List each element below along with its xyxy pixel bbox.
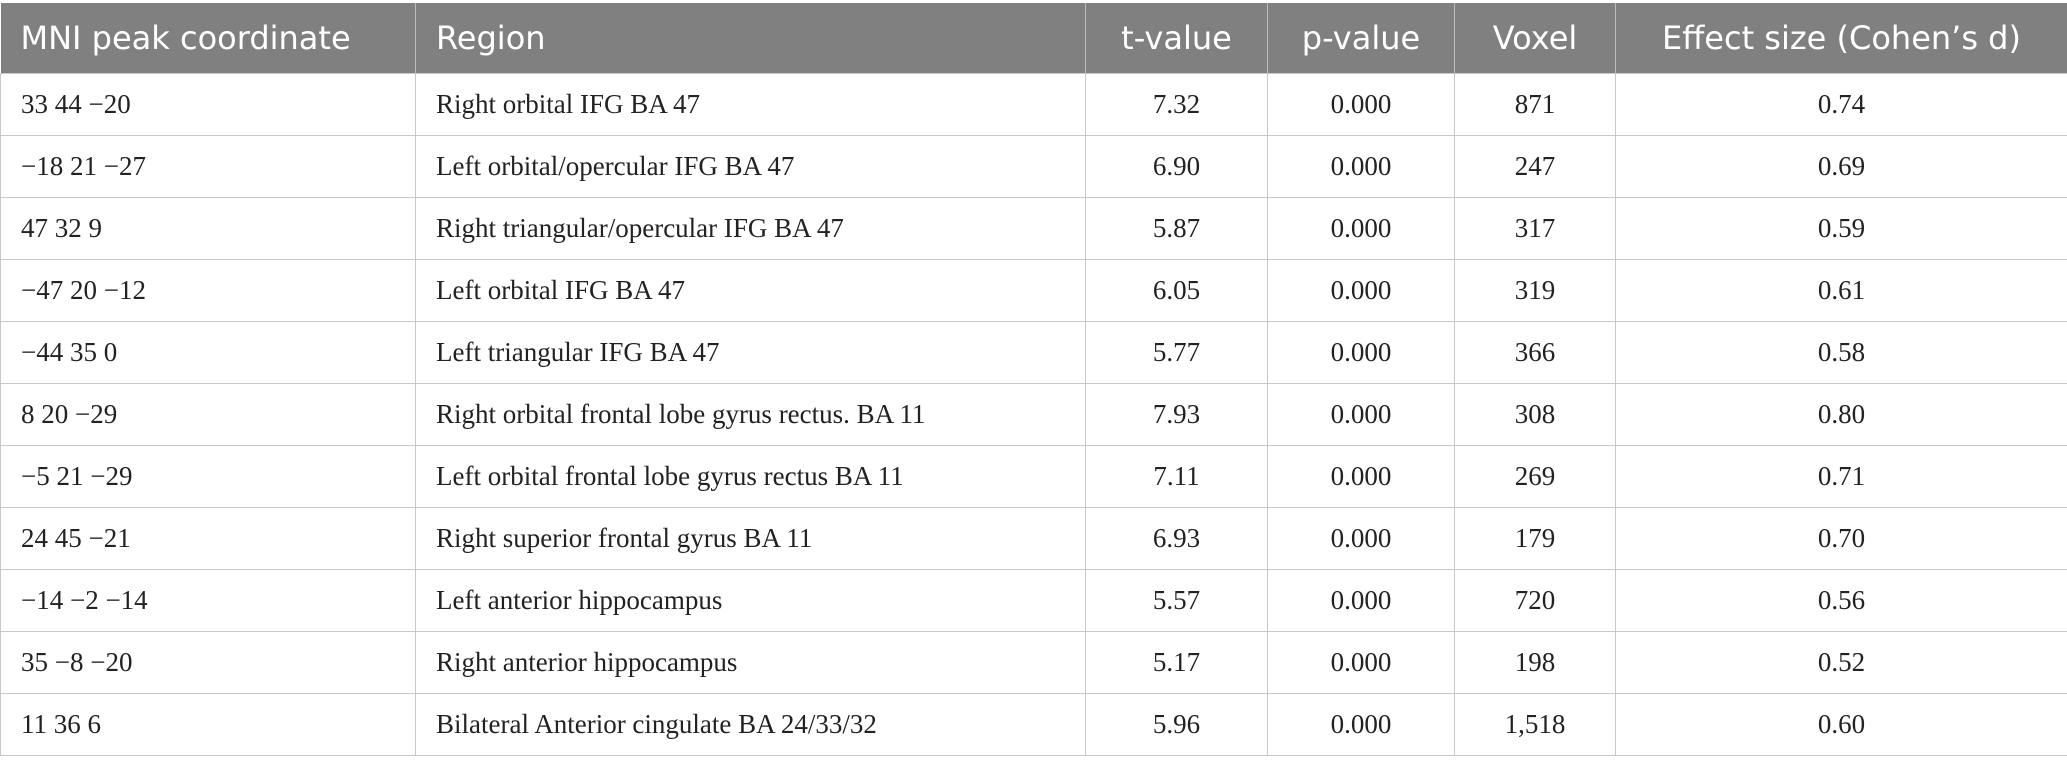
table-cell: −47 20 −12 (1, 260, 416, 322)
column-header: Voxel (1455, 3, 1616, 74)
table-cell: 5.77 (1086, 322, 1268, 384)
table-cell: 0.80 (1616, 384, 2067, 446)
table-cell: 0.000 (1268, 570, 1455, 632)
table-cell: 317 (1455, 198, 1616, 260)
table-cell: 179 (1455, 508, 1616, 570)
table-cell: 720 (1455, 570, 1616, 632)
table-cell: 0.000 (1268, 322, 1455, 384)
table-cell: Right orbital IFG BA 47 (416, 74, 1086, 136)
table-cell: 0.60 (1616, 694, 2067, 756)
table-cell: 7.11 (1086, 446, 1268, 508)
table-cell: 5.87 (1086, 198, 1268, 260)
table-cell: 0.70 (1616, 508, 2067, 570)
table-cell: 11 36 6 (1, 694, 416, 756)
table-cell: 47 32 9 (1, 198, 416, 260)
table-cell: 1,518 (1455, 694, 1616, 756)
table-cell: Bilateral Anterior cingulate BA 24/33/32 (416, 694, 1086, 756)
table-cell: Left anterior hippocampus (416, 570, 1086, 632)
table-cell: 7.93 (1086, 384, 1268, 446)
table-cell: 5.57 (1086, 570, 1268, 632)
table-cell: 247 (1455, 136, 1616, 198)
table-cell: Left orbital/opercular IFG BA 47 (416, 136, 1086, 198)
table-cell: 5.17 (1086, 632, 1268, 694)
column-header: p-value (1268, 3, 1455, 74)
table-cell: 0.59 (1616, 198, 2067, 260)
table-cell: 0.71 (1616, 446, 2067, 508)
table-cell: −18 21 −27 (1, 136, 416, 198)
table-cell: 0.000 (1268, 446, 1455, 508)
table-cell: 0.000 (1268, 74, 1455, 136)
table-cell: 6.93 (1086, 508, 1268, 570)
table-cell: 198 (1455, 632, 1616, 694)
table-cell: 319 (1455, 260, 1616, 322)
table-cell: 8 20 −29 (1, 384, 416, 446)
table-cell: Right anterior hippocampus (416, 632, 1086, 694)
table-cell: 0.000 (1268, 260, 1455, 322)
table-cell: 33 44 −20 (1, 74, 416, 136)
column-header: MNI peak coordinate (1, 3, 416, 74)
table-cell: 0.61 (1616, 260, 2067, 322)
column-header: t-value (1086, 3, 1268, 74)
table-cell: 7.32 (1086, 74, 1268, 136)
table-cell: 0.000 (1268, 136, 1455, 198)
table-cell: 366 (1455, 322, 1616, 384)
table-cell: −44 35 0 (1, 322, 416, 384)
table-cell: Right triangular/opercular IFG BA 47 (416, 198, 1086, 260)
table-cell: 269 (1455, 446, 1616, 508)
table-cell: 0.56 (1616, 570, 2067, 632)
table-cell: Right superior frontal gyrus BA 11 (416, 508, 1086, 570)
table-cell: 0.000 (1268, 632, 1455, 694)
table-cell: −14 −2 −14 (1, 570, 416, 632)
table-cell: −5 21 −29 (1, 446, 416, 508)
table-cell: 308 (1455, 384, 1616, 446)
table-cell: 0.58 (1616, 322, 2067, 384)
table-cell: Left orbital frontal lobe gyrus rectus B… (416, 446, 1086, 508)
table-cell: 0.000 (1268, 508, 1455, 570)
table-cell: 0.000 (1268, 384, 1455, 446)
table-cell: 0.000 (1268, 694, 1455, 756)
table-cell: 35 −8 −20 (1, 632, 416, 694)
table-cell: 871 (1455, 74, 1616, 136)
column-header: Effect size (Cohen’s d) (1616, 3, 2067, 74)
table-cell: Left triangular IFG BA 47 (416, 322, 1086, 384)
table-cell: 0.74 (1616, 74, 2067, 136)
table-cell: Left orbital IFG BA 47 (416, 260, 1086, 322)
table-cell: Right orbital frontal lobe gyrus rectus.… (416, 384, 1086, 446)
table-cell: 0.52 (1616, 632, 2067, 694)
table-cell: 6.05 (1086, 260, 1268, 322)
table-cell: 24 45 −21 (1, 508, 416, 570)
table-cell: 5.96 (1086, 694, 1268, 756)
column-header: Region (416, 3, 1086, 74)
table-cell: 0.000 (1268, 198, 1455, 260)
table-cell: 0.69 (1616, 136, 2067, 198)
table-cell: 6.90 (1086, 136, 1268, 198)
